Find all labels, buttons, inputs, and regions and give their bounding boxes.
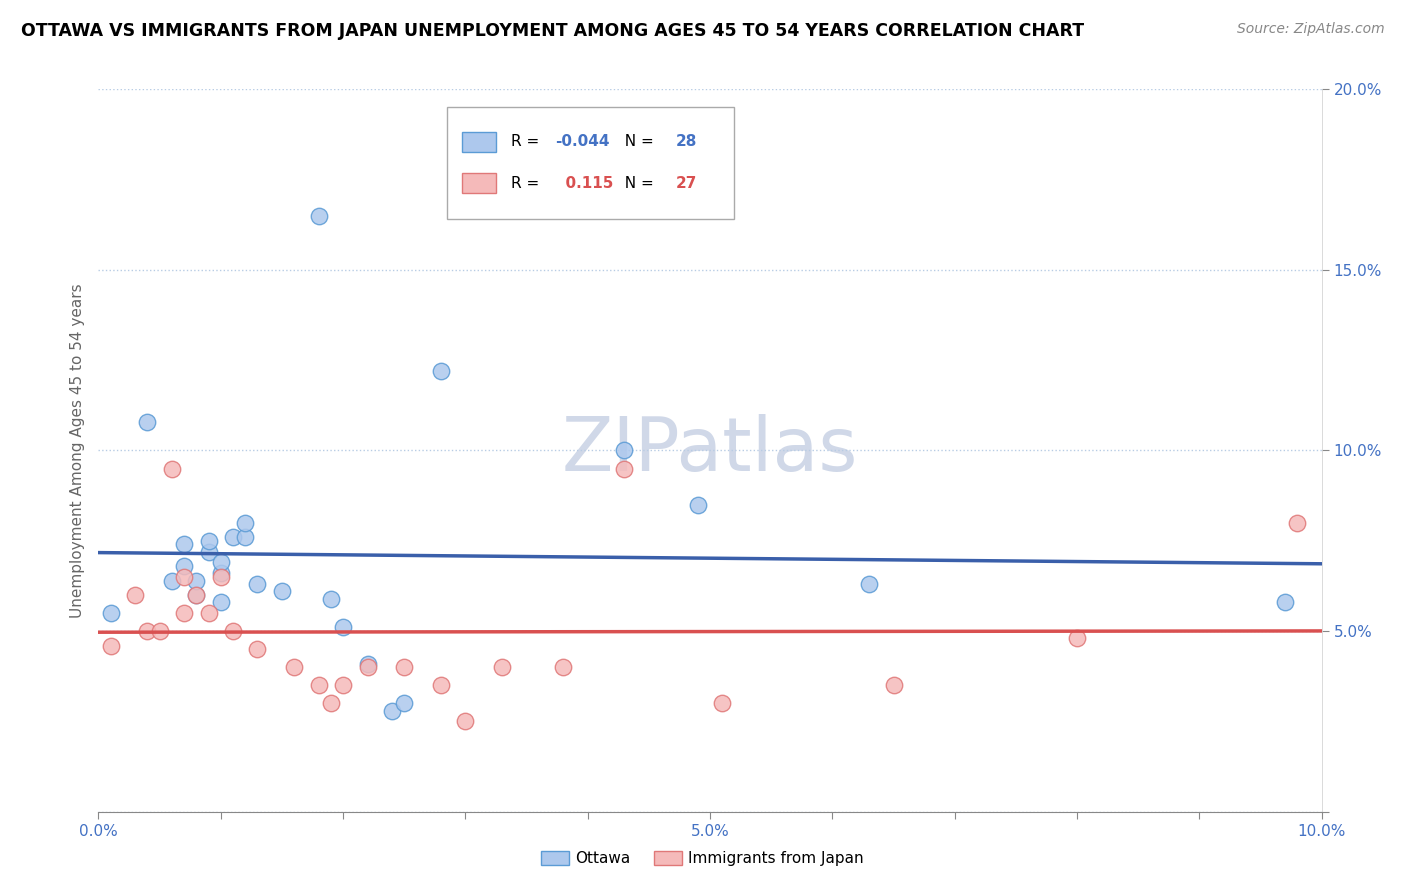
- Point: [613, 443, 636, 458]
- Point: [197, 533, 219, 548]
- Text: Source: ZipAtlas.com: Source: ZipAtlas.com: [1237, 22, 1385, 37]
- Point: [136, 415, 159, 429]
- Point: [246, 577, 269, 591]
- Point: [160, 461, 183, 475]
- Text: 27: 27: [676, 176, 697, 191]
- Point: [270, 584, 292, 599]
- Point: [209, 595, 232, 609]
- Point: [1274, 595, 1296, 609]
- Text: 0.115: 0.115: [555, 176, 613, 191]
- Point: [197, 606, 219, 620]
- Text: N =: N =: [614, 135, 658, 150]
- Point: [222, 624, 245, 639]
- Point: [209, 570, 232, 584]
- Point: [173, 570, 195, 584]
- Point: [319, 591, 342, 606]
- Point: [332, 678, 354, 692]
- Point: [430, 678, 453, 692]
- Point: [381, 704, 404, 718]
- Point: [883, 678, 905, 692]
- Point: [124, 588, 146, 602]
- Point: [491, 660, 513, 674]
- Point: [173, 537, 195, 551]
- Point: [1286, 516, 1309, 530]
- Point: [319, 697, 342, 711]
- Point: [186, 574, 208, 588]
- Point: [173, 559, 195, 574]
- Point: [100, 639, 122, 653]
- Point: [197, 544, 219, 558]
- Point: [392, 697, 416, 711]
- Point: [613, 461, 636, 475]
- Point: [136, 624, 159, 639]
- Point: [454, 714, 477, 729]
- Text: Ottawa: Ottawa: [575, 851, 630, 865]
- Point: [553, 660, 575, 674]
- Text: N =: N =: [614, 176, 658, 191]
- Point: [186, 588, 208, 602]
- Point: [173, 606, 195, 620]
- Point: [1066, 632, 1088, 646]
- Text: R =: R =: [510, 135, 544, 150]
- Point: [149, 624, 172, 639]
- Point: [711, 697, 734, 711]
- Text: -0.044: -0.044: [555, 135, 609, 150]
- FancyBboxPatch shape: [447, 107, 734, 219]
- Point: [100, 606, 122, 620]
- Point: [209, 566, 232, 581]
- Point: [222, 530, 245, 544]
- Point: [308, 678, 330, 692]
- Point: [858, 577, 880, 591]
- FancyBboxPatch shape: [461, 132, 496, 152]
- Point: [686, 498, 709, 512]
- Text: ZIPatlas: ZIPatlas: [562, 414, 858, 487]
- Point: [209, 556, 232, 570]
- Point: [356, 657, 378, 671]
- Text: 28: 28: [676, 135, 697, 150]
- Point: [308, 209, 330, 223]
- Point: [160, 574, 183, 588]
- Point: [283, 660, 305, 674]
- Point: [332, 620, 354, 634]
- Text: OTTAWA VS IMMIGRANTS FROM JAPAN UNEMPLOYMENT AMONG AGES 45 TO 54 YEARS CORRELATI: OTTAWA VS IMMIGRANTS FROM JAPAN UNEMPLOY…: [21, 22, 1084, 40]
- Text: R =: R =: [510, 176, 544, 191]
- Point: [430, 364, 453, 378]
- Text: Immigrants from Japan: Immigrants from Japan: [688, 851, 863, 865]
- Point: [356, 660, 378, 674]
- Y-axis label: Unemployment Among Ages 45 to 54 years: Unemployment Among Ages 45 to 54 years: [69, 283, 84, 618]
- Point: [233, 516, 256, 530]
- Point: [186, 588, 208, 602]
- FancyBboxPatch shape: [461, 173, 496, 194]
- Point: [233, 530, 256, 544]
- Point: [392, 660, 416, 674]
- Point: [246, 642, 269, 657]
